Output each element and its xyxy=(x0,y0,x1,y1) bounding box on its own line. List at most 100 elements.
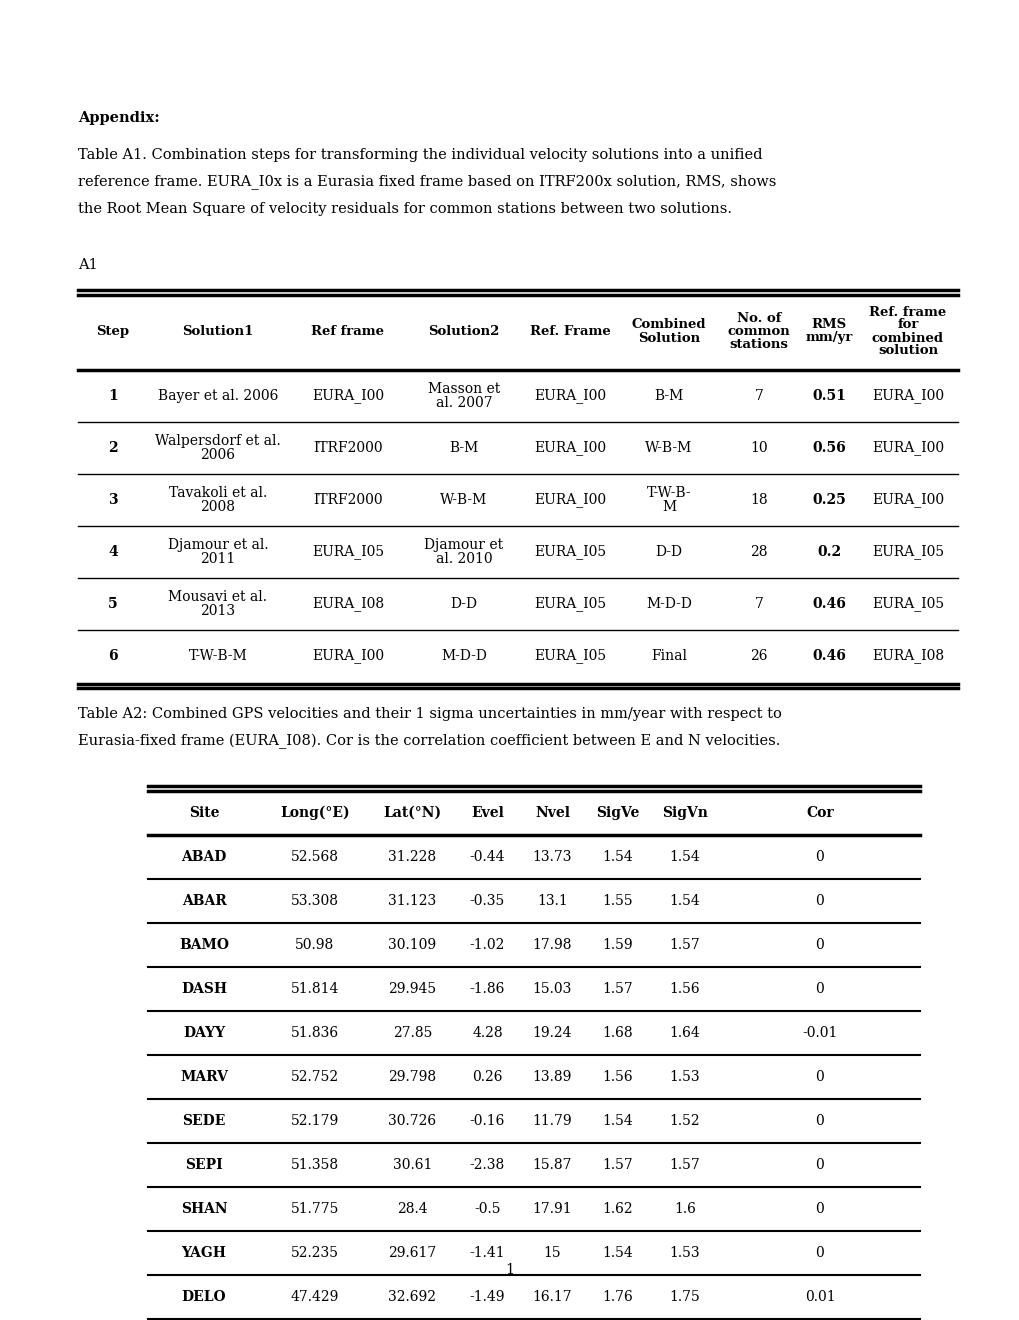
Text: 19.24: 19.24 xyxy=(532,1026,572,1040)
Text: 1.64: 1.64 xyxy=(668,1026,700,1040)
Text: EURA_I00: EURA_I00 xyxy=(312,388,384,404)
Text: EURA_I00: EURA_I00 xyxy=(871,441,944,455)
Text: stations: stations xyxy=(729,338,788,351)
Text: Tavakoli et al.: Tavakoli et al. xyxy=(169,486,267,500)
Text: 1.54: 1.54 xyxy=(601,850,632,865)
Text: -0.5: -0.5 xyxy=(474,1203,500,1216)
Text: 1.55: 1.55 xyxy=(601,894,632,908)
Text: 13.73: 13.73 xyxy=(532,850,572,865)
Text: -0.01: -0.01 xyxy=(802,1026,837,1040)
Text: 0: 0 xyxy=(815,939,823,952)
Text: T-W-B-: T-W-B- xyxy=(646,486,691,500)
Text: 1: 1 xyxy=(108,389,118,403)
Text: -0.35: -0.35 xyxy=(470,894,504,908)
Text: 13.1: 13.1 xyxy=(537,894,568,908)
Text: EURA_I05: EURA_I05 xyxy=(871,545,944,560)
Text: 30.61: 30.61 xyxy=(392,1158,432,1172)
Text: W-B-M: W-B-M xyxy=(440,492,487,507)
Text: 52.179: 52.179 xyxy=(290,1114,338,1129)
Text: EURA_I00: EURA_I00 xyxy=(533,441,605,455)
Text: 4: 4 xyxy=(108,545,118,558)
Text: DAYY: DAYY xyxy=(182,1026,225,1040)
Text: 52.568: 52.568 xyxy=(290,850,338,865)
Text: 15.87: 15.87 xyxy=(532,1158,572,1172)
Text: DELO: DELO xyxy=(181,1290,226,1304)
Text: Mousavi et al.: Mousavi et al. xyxy=(168,590,267,605)
Text: 0.25: 0.25 xyxy=(811,492,845,507)
Text: 1.57: 1.57 xyxy=(601,1158,632,1172)
Text: Ref frame: Ref frame xyxy=(311,325,384,338)
Text: 0.26: 0.26 xyxy=(472,1071,502,1084)
Text: 26: 26 xyxy=(750,649,767,663)
Text: B-M: B-M xyxy=(449,441,478,455)
Text: 1.54: 1.54 xyxy=(601,1114,632,1129)
Text: -2.38: -2.38 xyxy=(470,1158,504,1172)
Text: SEPI: SEPI xyxy=(184,1158,223,1172)
Text: EURA_I08: EURA_I08 xyxy=(871,648,944,664)
Text: 0.56: 0.56 xyxy=(811,441,845,455)
Text: the Root Mean Square of velocity residuals for common stations between two solut: the Root Mean Square of velocity residua… xyxy=(77,202,732,216)
Text: 1.52: 1.52 xyxy=(669,1114,700,1129)
Text: 28.4: 28.4 xyxy=(396,1203,427,1216)
Text: 31.123: 31.123 xyxy=(388,894,436,908)
Text: 3: 3 xyxy=(108,492,118,507)
Text: 30.726: 30.726 xyxy=(388,1114,436,1129)
Text: SigVe: SigVe xyxy=(595,807,639,820)
Text: 2: 2 xyxy=(108,441,118,455)
Text: SigVn: SigVn xyxy=(661,807,707,820)
Text: 32.692: 32.692 xyxy=(388,1290,436,1304)
Text: 1.54: 1.54 xyxy=(668,850,700,865)
Text: 28: 28 xyxy=(750,545,767,558)
Text: -1.02: -1.02 xyxy=(470,939,504,952)
Text: -1.86: -1.86 xyxy=(470,982,504,997)
Text: 0.46: 0.46 xyxy=(811,649,845,663)
Text: W-B-M: W-B-M xyxy=(645,441,692,455)
Text: 51.836: 51.836 xyxy=(290,1026,338,1040)
Text: Final: Final xyxy=(650,649,687,663)
Text: 16.17: 16.17 xyxy=(532,1290,572,1304)
Text: al. 2010: al. 2010 xyxy=(435,552,492,566)
Text: EURA_I05: EURA_I05 xyxy=(533,545,605,560)
Text: DASH: DASH xyxy=(180,982,227,997)
Text: -1.49: -1.49 xyxy=(470,1290,504,1304)
Text: 1.62: 1.62 xyxy=(601,1203,632,1216)
Text: 7: 7 xyxy=(754,389,762,403)
Text: 0: 0 xyxy=(815,894,823,908)
Text: Djamour et: Djamour et xyxy=(424,539,503,552)
Text: 1.76: 1.76 xyxy=(601,1290,632,1304)
Text: 7: 7 xyxy=(754,597,762,611)
Text: EURA_I00: EURA_I00 xyxy=(533,388,605,404)
Text: reference frame. EURA_I0x is a Eurasia fixed frame based on ITRF200x solution, R: reference frame. EURA_I0x is a Eurasia f… xyxy=(77,174,775,190)
Text: 27.85: 27.85 xyxy=(392,1026,432,1040)
Text: A1: A1 xyxy=(77,257,98,272)
Text: 0.01: 0.01 xyxy=(804,1290,835,1304)
Text: 1.59: 1.59 xyxy=(601,939,632,952)
Text: common: common xyxy=(727,325,790,338)
Text: EURA_I08: EURA_I08 xyxy=(312,597,384,611)
Text: 0: 0 xyxy=(815,1203,823,1216)
Text: EURA_I05: EURA_I05 xyxy=(871,597,944,611)
Text: 18: 18 xyxy=(749,492,767,507)
Text: 17.98: 17.98 xyxy=(532,939,572,952)
Text: 0: 0 xyxy=(815,1158,823,1172)
Text: 1.56: 1.56 xyxy=(601,1071,632,1084)
Text: 29.798: 29.798 xyxy=(388,1071,436,1084)
Text: 0.51: 0.51 xyxy=(811,389,845,403)
Text: No. of: No. of xyxy=(736,312,781,325)
Text: 51.814: 51.814 xyxy=(290,982,339,997)
Text: SHAN: SHAN xyxy=(180,1203,227,1216)
Text: 2006: 2006 xyxy=(201,447,235,462)
Text: 1.6: 1.6 xyxy=(674,1203,695,1216)
Text: 0: 0 xyxy=(815,982,823,997)
Text: 47.429: 47.429 xyxy=(290,1290,339,1304)
Text: 0.46: 0.46 xyxy=(811,597,845,611)
Text: Lat(°N): Lat(°N) xyxy=(383,807,441,820)
Text: Walpersdorf et al.: Walpersdorf et al. xyxy=(155,434,280,447)
Text: RMS: RMS xyxy=(811,318,846,331)
Text: BAMO: BAMO xyxy=(178,939,229,952)
Text: MARV: MARV xyxy=(180,1071,227,1084)
Text: Solution2: Solution2 xyxy=(428,325,499,338)
Text: 1.54: 1.54 xyxy=(668,894,700,908)
Text: D-D: D-D xyxy=(450,597,477,611)
Text: M: M xyxy=(661,500,676,513)
